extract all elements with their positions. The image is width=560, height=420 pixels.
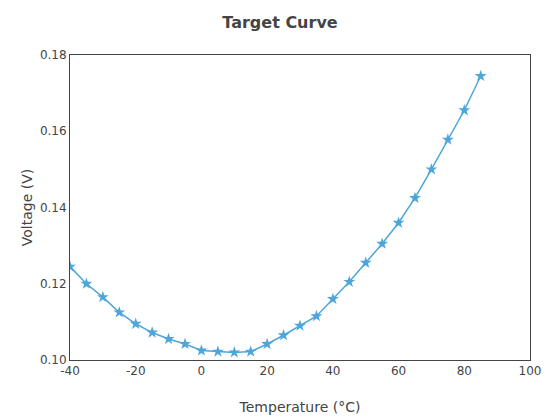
svg-text:20: 20 [259, 364, 274, 378]
svg-text:60: 60 [391, 364, 406, 378]
svg-text:Temperature (°C): Temperature (°C) [239, 399, 361, 415]
svg-text:0.10: 0.10 [40, 353, 67, 367]
svg-text:Voltage (V): Voltage (V) [19, 169, 35, 246]
svg-text:0.12: 0.12 [40, 277, 67, 291]
svg-text:-40: -40 [60, 364, 80, 378]
svg-text:Target Curve: Target Curve [222, 13, 338, 32]
svg-text:0.16: 0.16 [40, 124, 67, 138]
svg-text:40: 40 [325, 364, 340, 378]
svg-text:0.14: 0.14 [40, 201, 67, 215]
svg-text:0: 0 [198, 364, 206, 378]
svg-text:80: 80 [457, 364, 472, 378]
svg-text:0.18: 0.18 [40, 48, 67, 62]
svg-text:-20: -20 [126, 364, 146, 378]
svg-text:100: 100 [519, 364, 542, 378]
